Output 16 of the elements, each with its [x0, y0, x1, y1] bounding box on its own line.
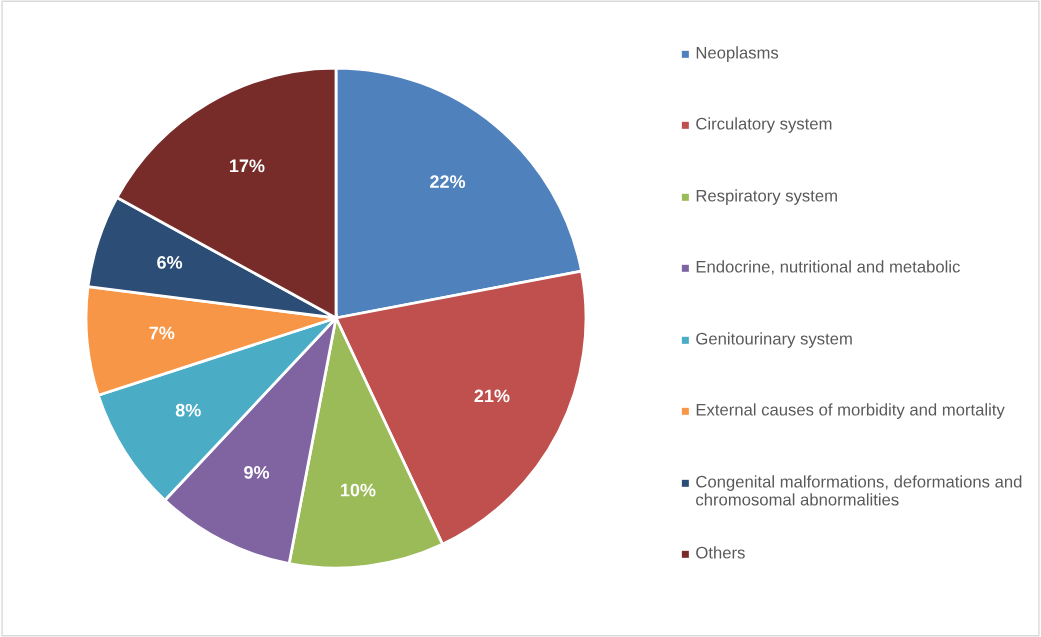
legend-label: Respiratory system [696, 189, 837, 205]
data-label: 21% [474, 389, 510, 403]
legend-label: Others [696, 546, 745, 559]
data-label: 9% [244, 465, 270, 479]
legend-label: Neoplasms [696, 46, 779, 62]
legend-label: Genitourinary system [696, 332, 852, 348]
legend-label: Circulatory system [696, 117, 832, 133]
data-label: 6% [157, 255, 183, 269]
data-label: 8% [175, 403, 201, 417]
data-label: 22% [430, 175, 466, 188]
data-label: 10% [341, 483, 376, 497]
legend-label: Endocrine, nutritional and metabolic [696, 260, 960, 275]
legend-label: Congenital malformations, deformations and chromosomal abnormalities [696, 475, 1022, 506]
data-label: 7% [149, 326, 175, 340]
data-label: 17% [229, 159, 265, 173]
legend-label: External causes of morbidity and mortality [696, 403, 1005, 419]
